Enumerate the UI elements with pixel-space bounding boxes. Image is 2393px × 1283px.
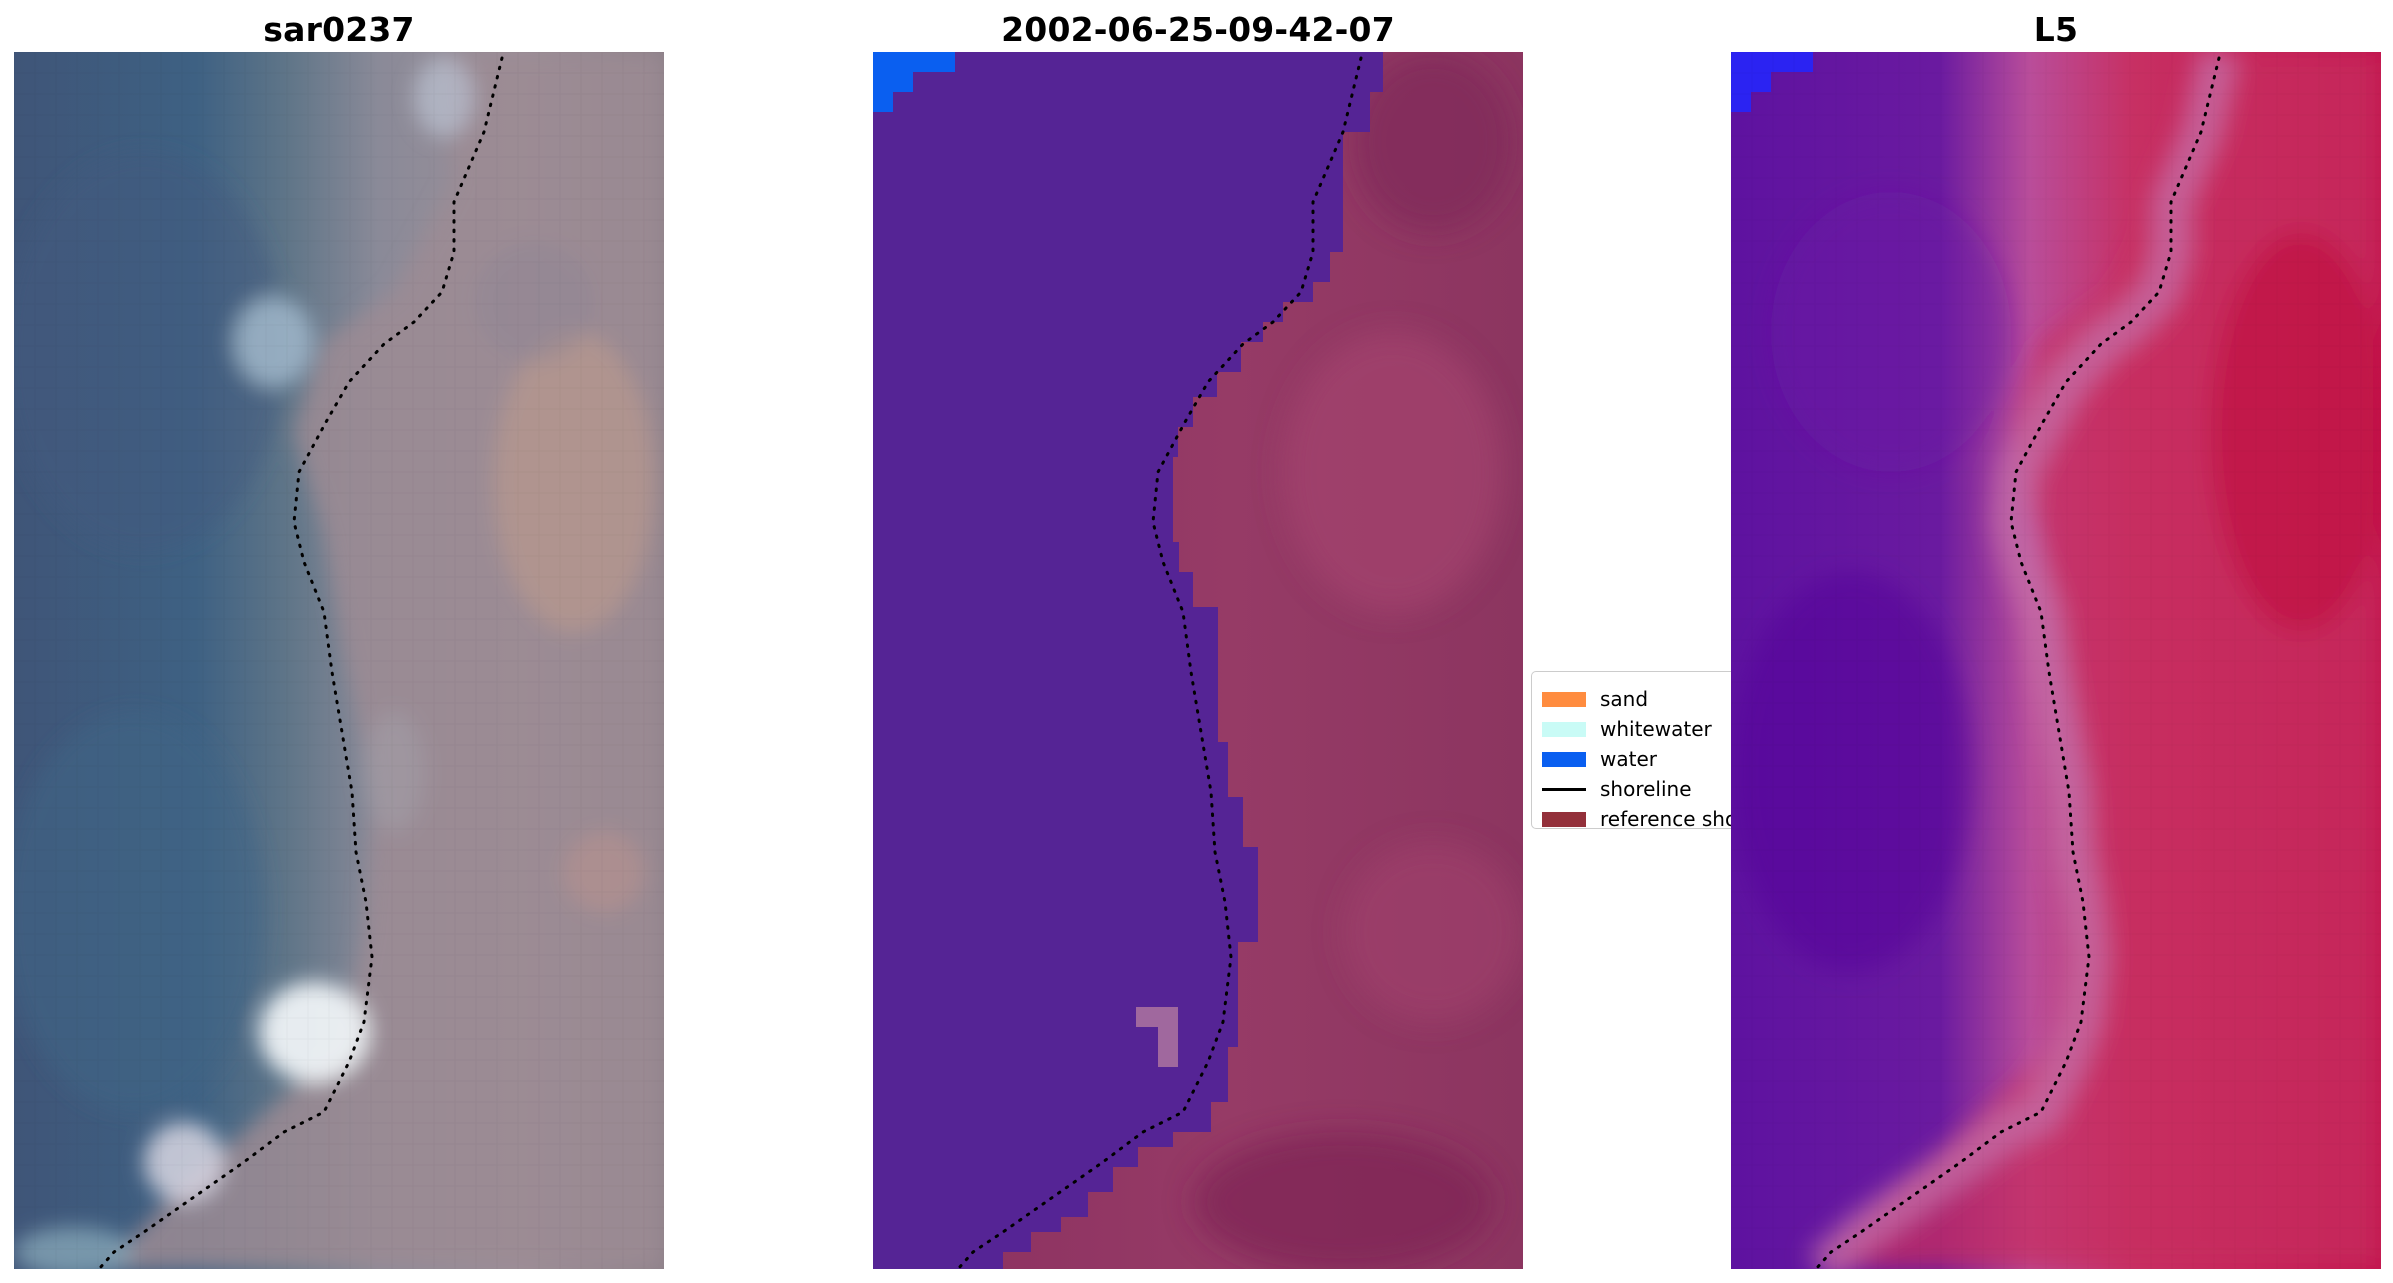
- panel-title-rgb: sar0237: [263, 10, 415, 49]
- legend-label-shoreline: shoreline: [1600, 777, 1692, 801]
- rgb-image: [14, 52, 664, 1269]
- legend-item-water: water: [1532, 744, 1731, 774]
- classification-panel: [873, 52, 1523, 1269]
- water-swatch: [1542, 751, 1586, 767]
- legend-item-sand: sand: [1532, 684, 1731, 714]
- legend-label-reference-shoreline: reference shoreline: [1600, 807, 1731, 829]
- legend-label-whitewater: whitewater: [1600, 717, 1712, 741]
- shoreline-line-icon: [1542, 787, 1586, 791]
- legend: sand whitewater water shoreline referenc…: [1531, 671, 1731, 829]
- legend-item-shoreline: shoreline: [1532, 774, 1731, 804]
- panel-title-index: L5: [2033, 10, 2079, 49]
- sand-swatch: [1542, 691, 1586, 707]
- legend-label-sand: sand: [1600, 687, 1649, 711]
- legend-item-whitewater: whitewater: [1532, 714, 1731, 744]
- index-image: [1731, 52, 2381, 1269]
- legend-label-water: water: [1600, 747, 1657, 771]
- panel-title-classification: 2002-06-25-09-42-07: [1001, 10, 1395, 49]
- legend-item-reference-shoreline: reference shoreline: [1532, 804, 1731, 829]
- whitewater-swatch: [1542, 721, 1586, 737]
- index-panel: [1731, 52, 2381, 1269]
- classified-image: [873, 52, 1523, 1269]
- rgb-image-panel: [14, 52, 664, 1269]
- reference-shoreline-swatch: [1542, 811, 1586, 827]
